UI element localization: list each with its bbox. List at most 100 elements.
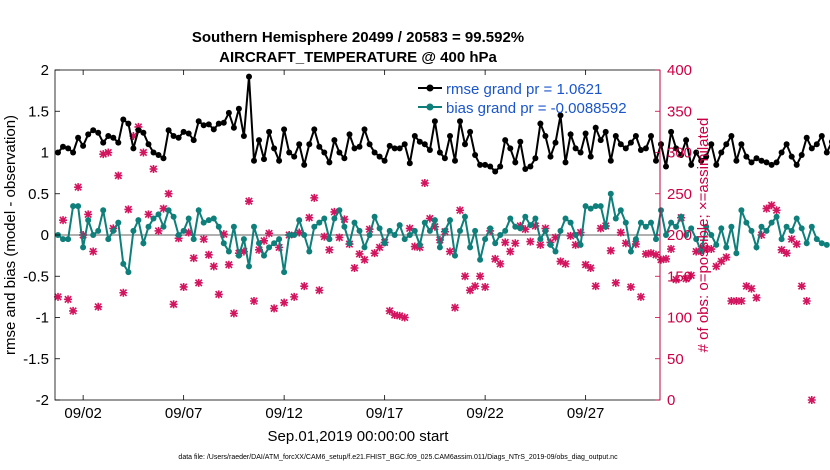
nobs-marker bbox=[54, 292, 63, 301]
rmse-point bbox=[708, 141, 715, 148]
bias-point bbox=[793, 215, 800, 222]
rmse-point bbox=[120, 116, 127, 123]
rmse-point bbox=[497, 163, 504, 170]
nobs-marker bbox=[89, 247, 98, 256]
bias-point bbox=[653, 236, 659, 243]
rmse-point bbox=[557, 112, 564, 119]
rmse-point bbox=[140, 129, 147, 136]
rmse-point bbox=[467, 128, 474, 135]
nobs-marker bbox=[651, 250, 660, 259]
rmse-point bbox=[60, 143, 66, 150]
bias-point bbox=[80, 244, 87, 251]
bias-point bbox=[818, 240, 825, 247]
rmse-point bbox=[552, 139, 559, 146]
rmse-point bbox=[693, 149, 700, 156]
rmse-point bbox=[678, 152, 685, 158]
rmse-point bbox=[472, 152, 479, 158]
bias-point bbox=[698, 248, 705, 255]
legend-bias-marker bbox=[426, 103, 434, 111]
rmse-point bbox=[110, 134, 117, 141]
rmse-point bbox=[366, 141, 373, 148]
right-tick-label: 200 bbox=[667, 227, 692, 244]
nobs-marker bbox=[752, 293, 761, 302]
nobs-marker bbox=[390, 311, 399, 320]
x-axis: 09/02 09/07 09/12 09/17 09/22 09/27 bbox=[64, 70, 604, 422]
rmse-point bbox=[145, 141, 152, 148]
nobs-marker bbox=[184, 228, 193, 237]
rmse-point bbox=[271, 145, 278, 152]
bias-point bbox=[215, 223, 222, 230]
bias-point bbox=[85, 217, 92, 224]
bias-point bbox=[291, 232, 298, 238]
rmse-point bbox=[718, 149, 725, 156]
nobs-marker bbox=[139, 148, 148, 157]
nobs-marker bbox=[536, 240, 545, 249]
rmse-point bbox=[441, 155, 448, 162]
bias-point bbox=[276, 236, 283, 243]
nobs-marker bbox=[209, 262, 218, 271]
bias-point bbox=[572, 232, 579, 238]
bias-point bbox=[457, 227, 463, 234]
bias-point bbox=[366, 232, 373, 238]
rmse-point bbox=[416, 138, 423, 145]
bias-point bbox=[426, 227, 433, 234]
rmse-point bbox=[421, 141, 428, 148]
rmse-point bbox=[391, 145, 398, 152]
bias-point bbox=[331, 215, 338, 222]
rmse-point bbox=[175, 134, 182, 141]
right-tick-label: 0 bbox=[667, 392, 675, 409]
bias-point bbox=[482, 236, 489, 243]
rmse-point bbox=[341, 155, 348, 162]
bias-point bbox=[230, 223, 237, 230]
bias-point bbox=[552, 248, 559, 255]
rmse-point bbox=[758, 157, 765, 164]
nobs-marker bbox=[169, 300, 178, 309]
nobs-marker bbox=[94, 302, 103, 311]
nobs-marker bbox=[787, 235, 796, 244]
bias-point bbox=[210, 215, 217, 222]
right-tick-label: 100 bbox=[667, 310, 692, 327]
bias-point bbox=[557, 227, 564, 234]
bias-point bbox=[823, 241, 830, 248]
bias-point bbox=[678, 213, 685, 220]
rmse-point bbox=[617, 141, 624, 148]
rmse-point bbox=[351, 145, 358, 152]
bias-point bbox=[798, 225, 805, 232]
nobs-marker bbox=[275, 243, 284, 252]
rmse-point bbox=[733, 157, 740, 164]
bias-point bbox=[351, 219, 358, 226]
bias-point bbox=[758, 223, 765, 230]
nobs-marker bbox=[727, 297, 736, 305]
rmse-point bbox=[592, 124, 599, 131]
nobs-marker bbox=[767, 201, 776, 210]
nobs-marker bbox=[566, 231, 575, 240]
bias-point bbox=[190, 236, 197, 243]
bias-point bbox=[567, 219, 574, 226]
nobs-marker bbox=[149, 165, 158, 173]
bias-point bbox=[296, 217, 303, 224]
nobs-marker bbox=[174, 234, 183, 243]
bias-point bbox=[562, 215, 569, 222]
bias-point bbox=[346, 240, 353, 247]
bias-point bbox=[763, 227, 770, 234]
nobs-marker bbox=[179, 282, 188, 291]
nobs-marker bbox=[219, 230, 228, 239]
nobs-marker bbox=[400, 313, 409, 322]
right-axis: 0 50 100 150 200 250 300 350 400 bbox=[655, 62, 692, 409]
chart-title-line2: AIRCRAFT_TEMPERATURE @ 400 hPa bbox=[219, 49, 497, 66]
rmse-point bbox=[562, 159, 569, 166]
bias-point bbox=[703, 223, 710, 230]
bias-point bbox=[743, 219, 750, 226]
rmse-point bbox=[70, 149, 77, 156]
x-axis-label: Sep.01,2019 00:00:00 start bbox=[268, 428, 450, 445]
rmse-point bbox=[688, 161, 695, 168]
rmse-point bbox=[477, 161, 484, 168]
bias-point bbox=[642, 223, 649, 230]
legend-rmse-label: rmse grand pr = 1.0621 bbox=[446, 81, 602, 98]
bias-point bbox=[411, 227, 418, 234]
bias-point bbox=[447, 217, 453, 224]
bias-point bbox=[140, 240, 147, 247]
bias-line bbox=[57, 193, 828, 276]
rmse-point bbox=[185, 130, 192, 137]
y-axis-label-right: # of obs: o=possible; ×=assimilated bbox=[695, 118, 712, 353]
